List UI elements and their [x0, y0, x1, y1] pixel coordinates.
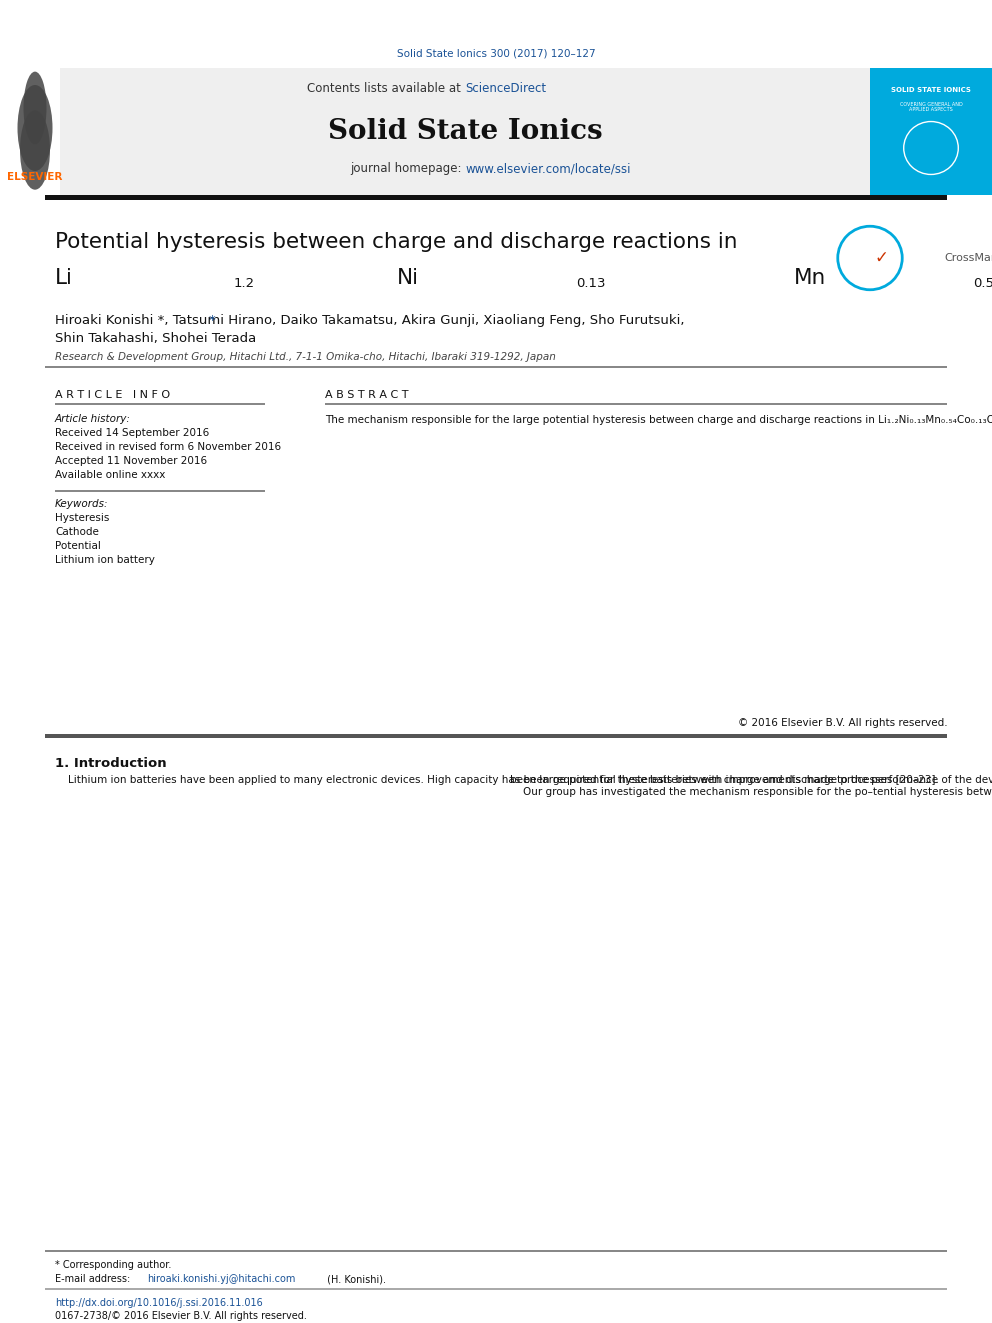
Bar: [45, 734, 947, 738]
Text: Received in revised form 6 November 2016: Received in revised form 6 November 2016: [55, 442, 281, 452]
Text: Solid State Ionics 300 (2017) 120–127: Solid State Ionics 300 (2017) 120–127: [397, 48, 595, 58]
Text: Potential hysteresis between charge and discharge reactions in: Potential hysteresis between charge and …: [55, 232, 737, 251]
Text: Article history:: Article history:: [55, 414, 131, 423]
Text: COVERING GENERAL AND
APPLIED ASPECTS: COVERING GENERAL AND APPLIED ASPECTS: [900, 102, 962, 112]
Text: CrossMark: CrossMark: [944, 253, 992, 263]
Text: 1. Introduction: 1. Introduction: [55, 757, 167, 770]
Text: Hysteresis: Hysteresis: [55, 513, 109, 523]
Text: Hiroaki Konishi *, Tatsumi Hirano, Daiko Takamatsu, Akira Gunji, Xiaoliang Feng,: Hiroaki Konishi *, Tatsumi Hirano, Daiko…: [55, 314, 684, 327]
Text: Lithium ion battery: Lithium ion battery: [55, 556, 155, 565]
Text: 1.2: 1.2: [233, 278, 255, 290]
Text: 0.54: 0.54: [973, 278, 992, 290]
Text: Available online xxxx: Available online xxxx: [55, 470, 166, 480]
Text: ScienceDirect: ScienceDirect: [465, 82, 547, 95]
Text: Keywords:: Keywords:: [55, 499, 108, 509]
Bar: [45, 1289, 947, 1290]
Ellipse shape: [24, 71, 47, 144]
Text: Accepted 11 November 2016: Accepted 11 November 2016: [55, 456, 207, 466]
Bar: [45, 194, 947, 200]
Text: Mn: Mn: [795, 269, 826, 288]
Text: Research & Development Group, Hitachi Ltd., 7-1-1 Omika-cho, Hitachi, Ibaraki 31: Research & Development Group, Hitachi Lt…: [55, 352, 556, 363]
Text: Ni: Ni: [398, 269, 420, 288]
Text: (H. Konishi).: (H. Konishi).: [323, 1274, 386, 1285]
Text: The mechanism responsible for the large potential hysteresis between charge and : The mechanism responsible for the large …: [325, 415, 992, 425]
Text: SOLID STATE IONICS: SOLID STATE IONICS: [891, 87, 971, 93]
Ellipse shape: [18, 85, 53, 171]
Bar: [55, 491, 265, 492]
Text: A B S T R A C T: A B S T R A C T: [325, 390, 409, 400]
Text: http://dx.doi.org/10.1016/j.ssi.2016.11.016: http://dx.doi.org/10.1016/j.ssi.2016.11.…: [55, 1298, 263, 1308]
Bar: [55, 404, 265, 405]
Text: Li: Li: [55, 269, 72, 288]
Ellipse shape: [20, 110, 50, 189]
Text: been large potential hysteresis between charge and discharge processes [20–23].
: been large potential hysteresis between …: [510, 775, 992, 796]
Text: Potential: Potential: [55, 541, 101, 550]
Bar: [10, 67, 60, 194]
Text: * Corresponding author.: * Corresponding author.: [55, 1259, 172, 1270]
Text: journal homepage:: journal homepage:: [350, 161, 465, 175]
Text: Solid State Ionics: Solid State Ionics: [327, 118, 602, 146]
Text: ELSEVIER: ELSEVIER: [7, 172, 62, 183]
Bar: [60, 67, 870, 194]
Text: *: *: [208, 314, 215, 327]
Text: www.elsevier.com/locate/ssi: www.elsevier.com/locate/ssi: [465, 161, 631, 175]
Text: ✓: ✓: [875, 249, 889, 267]
Text: Contents lists available at: Contents lists available at: [308, 82, 465, 95]
Text: © 2016 Elsevier B.V. All rights reserved.: © 2016 Elsevier B.V. All rights reserved…: [738, 718, 947, 728]
Bar: [325, 404, 947, 405]
Text: hiroaki.konishi.yj@hitachi.com: hiroaki.konishi.yj@hitachi.com: [147, 1274, 296, 1285]
Text: E-mail address:: E-mail address:: [55, 1274, 133, 1285]
Text: Lithium ion batteries have been applied to many electronic devices. High capacit: Lithium ion batteries have been applied …: [55, 775, 992, 785]
Bar: [45, 366, 947, 368]
Text: 0167-2738/© 2016 Elsevier B.V. All rights reserved.: 0167-2738/© 2016 Elsevier B.V. All right…: [55, 1311, 307, 1320]
Bar: [45, 1250, 947, 1252]
Text: Cathode: Cathode: [55, 527, 99, 537]
Bar: [870, 67, 992, 194]
Text: A R T I C L E   I N F O: A R T I C L E I N F O: [55, 390, 170, 400]
Text: Shin Takahashi, Shohei Terada: Shin Takahashi, Shohei Terada: [55, 332, 256, 345]
Text: Received 14 September 2016: Received 14 September 2016: [55, 429, 209, 438]
Text: 0.13: 0.13: [575, 278, 605, 290]
